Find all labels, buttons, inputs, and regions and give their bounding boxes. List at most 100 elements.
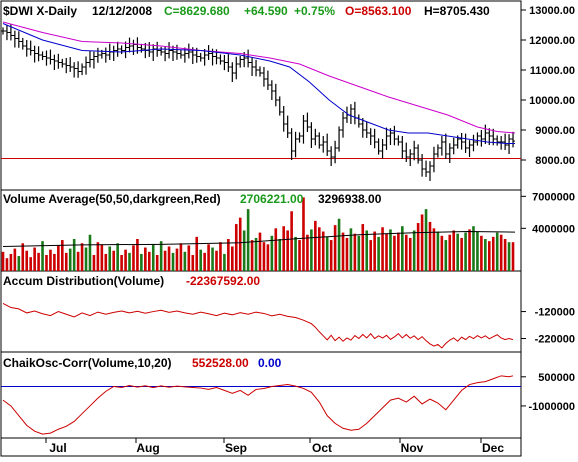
volume-bar [219, 242, 222, 271]
change-label: +64.590 [244, 4, 288, 18]
volume-bar [408, 237, 412, 271]
volume-bar [41, 241, 44, 271]
volume-bar [100, 244, 104, 271]
volume-bar [104, 253, 108, 271]
chaikin-title: ChaikOsc-Corr(Volume,10,20) [3, 356, 172, 370]
ma-magenta-line [2, 21, 516, 134]
volume-bar [397, 232, 400, 271]
chaikin-zero-label: 0.00 [258, 356, 282, 370]
volume-bar [333, 225, 337, 271]
volume-bar [159, 241, 163, 271]
volume-bar [456, 233, 459, 271]
price-y-axis: 13000.00 12000.00 11000.00 10000.00 9000.00 8… [521, 5, 575, 167]
volume-bar [373, 231, 376, 271]
volume-bar [361, 224, 365, 271]
volume-title: Volume Average(50,50,darkgreen,Red) [3, 192, 221, 206]
volume-bar [124, 249, 127, 271]
volume-tick-label: 4000000 [532, 223, 575, 235]
volume-bar [72, 239, 76, 271]
volume-bar [468, 229, 471, 271]
chaikin-value: 552528.00 [192, 356, 249, 370]
accdist-title: Accum Distribution(Volume) [3, 274, 164, 288]
volume-bar [195, 236, 199, 271]
volume-bar [424, 209, 428, 271]
volume-bar [53, 253, 56, 271]
volume-bar [49, 249, 52, 271]
volume-bar [246, 209, 250, 271]
volume-bar [128, 252, 131, 271]
volume-bar [234, 224, 238, 271]
volume-bar [428, 221, 432, 271]
x-axis: Jul Aug Sep Oct Nov Dec [45, 438, 504, 455]
volume-bar [112, 250, 116, 271]
volume-bar [84, 247, 88, 271]
volume-tick-label: 7000000 [532, 191, 575, 203]
volume-bar [480, 235, 483, 271]
volume-bar [254, 237, 258, 271]
volume-bar [203, 252, 206, 271]
accdist-value: -22367592.00 [186, 274, 260, 288]
date-label: 12/12/2008 [92, 4, 152, 18]
volume-bar [140, 253, 143, 271]
volume-y-axis: 7000000 4000000 [521, 191, 575, 235]
volume-plot [1, 197, 516, 271]
volume-bar [211, 247, 214, 271]
volume-bar [365, 230, 369, 271]
volume-value-2: 3296938.00 [318, 192, 382, 206]
accdist-tick-label: -220000 [535, 334, 575, 346]
volume-bar [369, 240, 372, 271]
chaikin-tick-label: 500000 [538, 372, 575, 384]
volume-bar [325, 236, 329, 271]
volume-bar [116, 243, 119, 271]
volume-bar [163, 250, 167, 271]
volume-bar [266, 244, 270, 271]
volume-bar [250, 240, 254, 271]
volume-bar [238, 217, 242, 271]
volume-bar [155, 255, 159, 271]
volume-bar [242, 230, 246, 271]
high-label: H=8705.430 [424, 4, 490, 18]
volume-bar [491, 236, 495, 271]
volume-bar [436, 231, 440, 271]
volume-bar [464, 232, 467, 271]
volume-bar [302, 197, 305, 271]
volume-bar [144, 247, 147, 271]
volume-bar [345, 237, 349, 271]
volume-bar [341, 232, 345, 271]
volume-bar [191, 255, 195, 271]
volume-bar [484, 239, 487, 271]
volume-bar [108, 246, 112, 271]
volume-bar [25, 250, 29, 271]
volume-bar [132, 245, 135, 271]
volume-bar [310, 229, 313, 271]
ma-blue-line [2, 23, 515, 144]
volume-bar [393, 235, 396, 271]
volume-bar [329, 240, 333, 271]
volume-bar [448, 234, 452, 271]
volume-bar [432, 228, 436, 271]
accdist-line [2, 303, 514, 349]
volume-bar [37, 252, 40, 271]
volume-bar [45, 255, 48, 271]
volume-bar [306, 234, 309, 271]
volume-bar [321, 231, 325, 271]
volume-bar [21, 243, 25, 271]
symbol-label: $DWI X-Daily [3, 4, 77, 18]
x-tick-label: Sep [225, 441, 247, 455]
volume-bar [76, 251, 80, 271]
volume-bar [151, 244, 155, 271]
volume-bar [13, 248, 17, 271]
price-tick-label: 12000.00 [529, 35, 575, 47]
volume-bar [476, 231, 479, 271]
accdist-tick-label: -120000 [535, 307, 575, 319]
volume-bar [215, 250, 218, 271]
volume-bar [96, 242, 100, 271]
volume-bar [68, 248, 72, 271]
volume-bar [136, 239, 139, 271]
volume-bar [227, 239, 230, 271]
price-tick-label: 10000.00 [529, 95, 575, 107]
volume-bar [317, 227, 321, 271]
close-label: C=8629.680 [164, 4, 230, 18]
